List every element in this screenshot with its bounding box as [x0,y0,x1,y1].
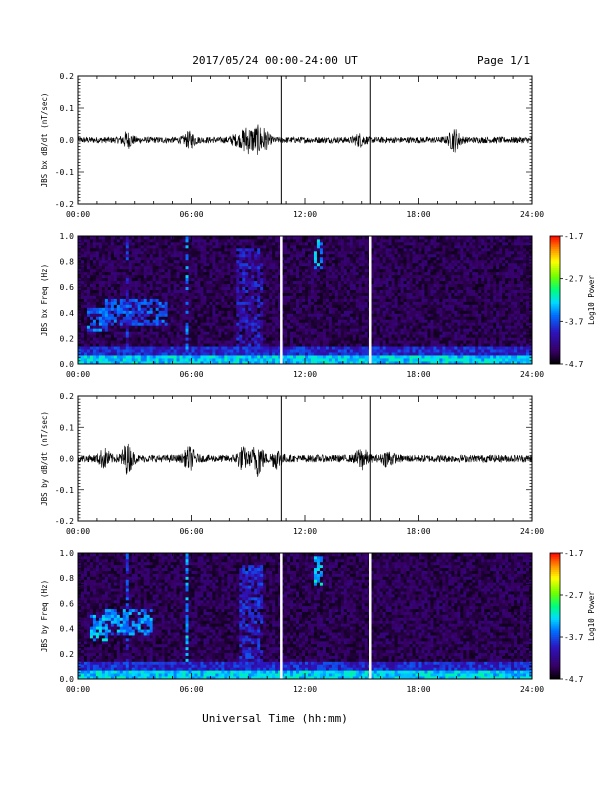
x-tick-label: 12:00 [293,685,317,694]
y-tick-label: 0.6 [60,599,75,608]
series-line [77,443,533,477]
y-tick-label: 0.2 [60,72,75,81]
x-tick-label: 24:00 [520,370,544,379]
ticks [77,395,533,522]
y-tick-label: 0.0 [60,360,75,369]
x-tick-label: 12:00 [293,210,317,219]
ticks [77,235,533,365]
y-tick-label: -0.1 [55,168,74,177]
y-tick-label: 0.2 [60,650,75,659]
x-tick-label: 24:00 [520,527,544,536]
x-tick-label: 18:00 [406,210,430,219]
y-tick-label: 1.0 [60,232,75,241]
y-axis-title: JBS bx dB/dt (nT/sec) [40,93,49,188]
x-tick-label: 00:00 [66,527,90,536]
colorbar-tick-label: -1.7 [564,549,583,558]
date-range-title: 2017/05/24 00:00-24:00 UT [192,54,358,67]
y-tick-label: 0.1 [60,104,75,113]
panel-by-freq: -1.7 -2.7 -3.7 -4.7 Log10 Power 00:00 06:00 12:… [40,549,596,694]
colorbar-tick-label: -3.7 [564,317,583,326]
colorbar-tick-label: -2.7 [564,275,583,284]
y-tick-label: 0.0 [60,675,75,684]
x-tick-label: 06:00 [179,685,203,694]
y-tick-label: 0.8 [60,258,75,267]
y-tick-label: 1.0 [60,549,75,558]
panel-bx-dbdt: 00:00 06:00 12:00 18:00 24:00 0.2 0.1 0.0 -0.1 -0… [40,72,544,219]
colorbar-tick-label: -2.7 [564,591,583,600]
y-tick-label: -0.1 [55,486,74,495]
colorbar-tick-label: -1.7 [564,232,583,241]
y-axis-title: JBS by Freq (Hz) [40,580,49,652]
panel-by-dbdt: 00:00 06:00 12:00 18:00 24:00 0.2 0.1 0.0 -0.1 -0… [40,392,544,536]
x-tick-label: 24:00 [520,210,544,219]
series-line [77,124,533,155]
y-tick-label: 0.0 [60,455,75,464]
y-tick-label: 0.1 [60,423,75,432]
y-tick-label: 0.4 [60,625,75,634]
x-tick-label: 06:00 [179,370,203,379]
x-tick-label: 18:00 [406,685,430,694]
x-tick-label: 06:00 [179,210,203,219]
y-tick-label: 0.6 [60,283,75,292]
x-tick-label: 18:00 [406,527,430,536]
spectrogram-image [78,236,533,365]
y-tick-label: -0.2 [55,517,74,526]
colorbar-tick-label: -3.7 [564,633,583,642]
ticks [77,552,533,680]
x-tick-label: 00:00 [66,685,90,694]
panel-bx-freq: -1.7 -2.7 -3.7 -4.7 Log10 Power 00:00 06:00 12:… [40,232,596,379]
x-tick-label: 12:00 [293,370,317,379]
y-tick-label: 0.8 [60,574,75,583]
x-tick-label: 24:00 [520,685,544,694]
y-tick-label: 0.4 [60,309,75,318]
y-tick-label: -0.2 [55,200,74,209]
spectrogram-image [78,553,533,680]
x-tick-label: 00:00 [66,370,90,379]
y-axis-title: JBS bx Freq (Hz) [40,264,49,336]
x-tick-label: 06:00 [179,527,203,536]
colorbar: -1.7 -2.7 -3.7 -4.7 Log10 Power [549,232,596,369]
colorbar-tick-label: -4.7 [564,675,583,684]
colorbar: -1.7 -2.7 -3.7 -4.7 Log10 Power [549,549,596,684]
colorbar-title: Log10 Power [587,591,596,641]
y-tick-label: 0.0 [60,136,75,145]
y-tick-label: 0.2 [60,392,75,401]
y-axis-title: JBS by dB/dt (nT/sec) [40,411,49,506]
x-tick-label: 18:00 [406,370,430,379]
colorbar-tick-label: -4.7 [564,360,583,369]
ticks [77,75,533,205]
x-tick-label: 12:00 [293,527,317,536]
x-tick-label: 00:00 [66,210,90,219]
x-axis-title: Universal Time (hh:mm) [202,712,348,725]
colorbar-title: Log10 Power [587,275,596,325]
page-indicator: Page 1/1 [477,54,530,67]
y-tick-label: 0.2 [60,334,75,343]
